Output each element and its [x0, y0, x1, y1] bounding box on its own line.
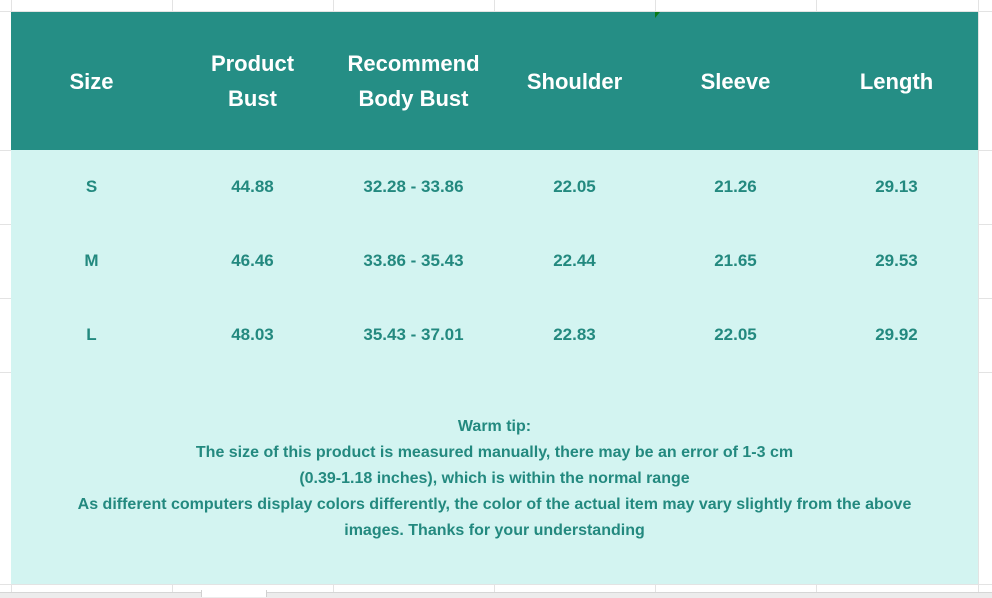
- cell-product-bust[interactable]: 44.88: [231, 177, 274, 196]
- header-text: Recommend: [347, 51, 480, 76]
- grid-line: [0, 584, 992, 585]
- tip-line: As different computers display colors di…: [77, 496, 912, 513]
- table-row[interactable]: M 46.46 33.86 - 35.43 22.44 21.65 29.53: [11, 241, 978, 281]
- comment-marker-icon: [655, 12, 660, 18]
- tip-line: The size of this product is measured man…: [195, 444, 794, 461]
- warm-tip[interactable]: Warm tip: The size of this product is me…: [11, 414, 978, 544]
- tip-line: (0.39-1.18 inches), which is within the …: [299, 470, 690, 487]
- cell-sleeve[interactable]: 21.26: [714, 177, 757, 196]
- cell-product-bust[interactable]: 48.03: [231, 325, 274, 344]
- sheet-tab-bar[interactable]: [0, 592, 992, 598]
- header-text: Size: [69, 68, 114, 94]
- header-length[interactable]: Length: [816, 12, 977, 150]
- cell-length[interactable]: 29.53: [875, 251, 918, 270]
- sheet-tab-active[interactable]: [201, 590, 267, 597]
- header-text: Bust: [228, 86, 277, 111]
- grid-line: [978, 0, 979, 597]
- cell-length[interactable]: 29.92: [875, 325, 918, 344]
- cell-size[interactable]: L: [86, 325, 97, 344]
- header-size[interactable]: Size: [11, 12, 172, 150]
- table-row[interactable]: S 44.88 32.28 - 33.86 22.05 21.26 29.13: [11, 167, 978, 207]
- tip-line: images. Thanks for your understanding: [344, 522, 645, 539]
- header-text: Product: [210, 51, 295, 76]
- cell-shoulder[interactable]: 22.05: [553, 177, 596, 196]
- cell-body-bust[interactable]: 35.43 - 37.01: [363, 325, 464, 344]
- cell-sleeve[interactable]: 22.05: [714, 325, 757, 344]
- grid-line: [0, 11, 992, 12]
- cell-shoulder[interactable]: 22.44: [553, 251, 596, 270]
- size-chart[interactable]: Size Product Bust Recommend Body Bust Shou…: [11, 12, 978, 584]
- cell-shoulder[interactable]: 22.83: [553, 325, 596, 344]
- tip-title: Warm tip:: [457, 418, 532, 435]
- cell-length[interactable]: 29.13: [875, 177, 918, 196]
- cell-size[interactable]: M: [84, 251, 99, 270]
- cell-sleeve[interactable]: 21.65: [714, 251, 757, 270]
- header-text: Sleeve: [700, 68, 771, 94]
- header-text: Shoulder: [526, 68, 623, 94]
- cell-body-bust[interactable]: 33.86 - 35.43: [363, 251, 464, 270]
- header-shoulder[interactable]: Shoulder: [494, 12, 655, 150]
- header-sleeve[interactable]: Sleeve: [655, 12, 816, 150]
- header-recommend-body-bust[interactable]: Recommend Body Bust: [333, 12, 494, 150]
- table-row[interactable]: L 48.03 35.43 - 37.01 22.83 22.05 29.92: [11, 315, 978, 355]
- header-text: Body Bust: [358, 86, 469, 111]
- cell-size[interactable]: S: [85, 177, 98, 196]
- header-text: Length: [859, 68, 934, 94]
- cell-body-bust[interactable]: 32.28 - 33.86: [363, 177, 464, 196]
- header-row[interactable]: Size Product Bust Recommend Body Bust Shou…: [11, 12, 978, 150]
- cell-product-bust[interactable]: 46.46: [231, 251, 274, 270]
- header-product-bust[interactable]: Product Bust: [172, 12, 333, 150]
